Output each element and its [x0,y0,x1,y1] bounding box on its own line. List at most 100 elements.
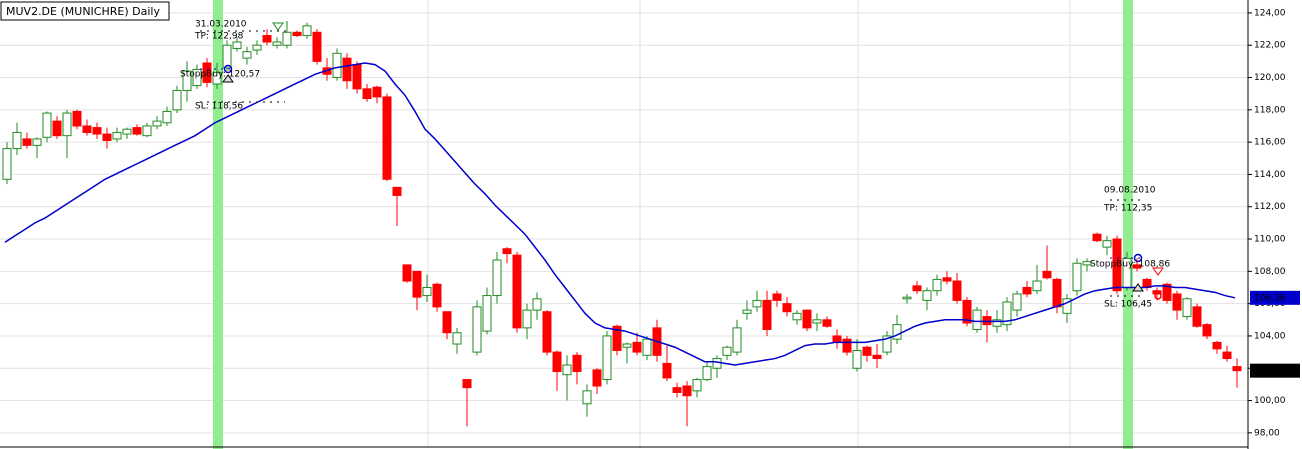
buy-arrow [222,74,234,83]
candle-body [462,379,472,389]
candle-body [102,133,112,142]
y-tick-label: 112,00 [1254,202,1286,212]
candle-body [2,148,12,180]
candle-body [392,186,402,196]
candle-body [582,390,592,405]
signal-icons [222,22,1164,300]
candle-body [432,283,442,308]
candle-body [472,306,482,353]
candle-body [772,293,782,301]
moving-average [4,62,1236,366]
exit-dot [1154,292,1162,300]
candle-body [992,319,1002,327]
month-separators [427,0,1071,447]
candle-body [872,354,882,360]
candle-body [1212,341,1222,350]
signal-band [1123,0,1133,449]
candle-body [702,366,712,381]
candle-body [642,338,652,356]
candle-body [482,295,492,332]
annotation: TP: 122,98 [194,32,244,42]
y-axis: 98,00100,00102,00104,00106,00108,00110,0… [1248,8,1300,438]
candle-body [362,88,372,100]
candle-body [72,110,82,127]
ma-value-label: 106,36 [1254,293,1286,303]
candle-body [442,311,452,334]
candle-body [292,31,302,37]
candle-body [152,120,162,127]
candle-body [1222,351,1232,360]
candle-body [632,341,642,353]
candle-body [1112,238,1122,292]
candle-body [532,298,542,311]
candle-body [112,131,122,140]
candle-body [1022,286,1032,295]
annotation: TP: 112,35 [1103,204,1152,214]
candle-body [672,387,682,393]
candle-body [1192,306,1202,327]
candle-body [212,72,222,85]
candle-body [452,332,462,345]
candle-body [882,335,892,353]
candle-body [682,385,692,397]
candle-body [342,57,352,82]
close-value-label: 101,85 [1254,366,1286,376]
y-tick-label: 110,00 [1254,235,1286,245]
candle-body [842,338,852,353]
candle-body [892,324,902,340]
candle-body [862,346,872,356]
candle-body [202,62,212,83]
candle-body [812,319,822,324]
candle-body [542,311,552,353]
candle-body [1092,233,1102,242]
candle-body [752,299,762,308]
entry-dot [223,64,233,74]
candle-body [1012,293,1022,311]
candle-body [612,325,622,351]
candle-body [932,278,942,292]
annotation: StoppBuy: 120,57 [180,70,260,80]
candle-body [242,51,252,59]
candle-body [412,270,422,298]
candle-body [912,285,922,292]
y-tick-label: 118,00 [1254,105,1286,115]
candle-body [572,354,582,372]
candle-body [592,369,602,387]
y-tick-label: 120,00 [1254,73,1286,83]
candle-body [42,112,52,138]
candle-body [12,131,22,150]
candle-body [1062,298,1072,314]
candle-body [262,35,272,43]
close-value-box [1250,363,1300,378]
candle-body [952,280,962,301]
signal-levels [200,30,1140,297]
candle-body [1082,261,1092,266]
ma-value-box [1250,290,1300,305]
y-tick-label: 98,00 [1254,428,1280,438]
y-tick-label: 104,00 [1254,331,1286,341]
candle-body [372,86,382,98]
candle-body [662,362,672,379]
y-tick-label: 100,00 [1254,396,1286,406]
candle-body [902,296,912,300]
candle-body [352,64,362,90]
candle-body [602,335,612,381]
candle-body [272,41,282,46]
candle-body [1002,301,1012,326]
annotation: StoppBuy: 108,86 [1090,260,1170,270]
candle-body [722,346,732,356]
candle-body [1182,298,1192,318]
candle-body [92,127,102,135]
grid [0,12,1248,434]
candle-body [282,31,292,46]
candle-body [252,44,262,51]
candle-body [982,316,992,326]
y-tick-label: 116,00 [1254,138,1286,148]
entry-dot [1133,253,1143,263]
sell-arrow [1152,267,1164,276]
candle-body [422,286,432,297]
candle-body [562,364,572,376]
candle-body [32,138,42,146]
candle-body [792,312,802,321]
